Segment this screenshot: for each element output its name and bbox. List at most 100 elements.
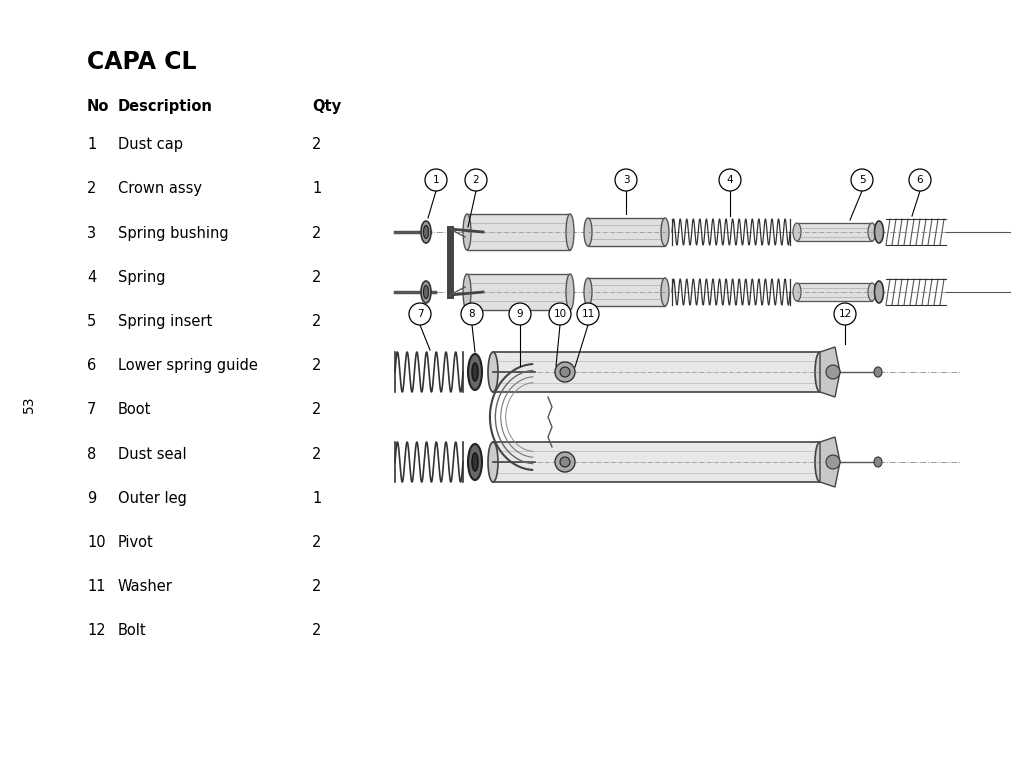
Ellipse shape	[874, 457, 882, 467]
Ellipse shape	[472, 453, 478, 471]
Text: Pivot: Pivot	[118, 535, 154, 550]
Text: 8: 8	[469, 309, 475, 319]
Ellipse shape	[874, 281, 884, 303]
Circle shape	[425, 169, 447, 191]
Text: 5: 5	[87, 314, 96, 329]
Bar	[493, 442, 820, 482]
Text: 2: 2	[312, 226, 322, 241]
Text: Dust seal: Dust seal	[118, 447, 186, 462]
Text: 3: 3	[87, 226, 96, 241]
Text: 2: 2	[312, 579, 322, 594]
Text: 3: 3	[623, 175, 630, 185]
Circle shape	[549, 303, 571, 325]
Text: Spring bushing: Spring bushing	[118, 226, 228, 241]
Ellipse shape	[472, 363, 478, 381]
Text: 1: 1	[312, 491, 322, 506]
Ellipse shape	[421, 281, 431, 303]
Text: 53: 53	[22, 395, 36, 412]
Polygon shape	[820, 347, 840, 397]
Text: Outer leg: Outer leg	[118, 491, 186, 506]
Ellipse shape	[874, 221, 884, 243]
Ellipse shape	[488, 352, 498, 392]
Text: 10: 10	[553, 309, 566, 319]
Text: 1: 1	[433, 175, 439, 185]
Text: Qty: Qty	[312, 99, 341, 114]
Circle shape	[719, 169, 741, 191]
Bar	[493, 352, 820, 392]
Ellipse shape	[584, 278, 592, 306]
Ellipse shape	[463, 214, 471, 250]
Circle shape	[509, 303, 531, 325]
Ellipse shape	[815, 442, 825, 482]
Text: 6: 6	[916, 175, 924, 185]
Ellipse shape	[424, 226, 428, 239]
Circle shape	[615, 169, 637, 191]
Ellipse shape	[468, 354, 482, 390]
Text: 4: 4	[87, 270, 96, 285]
Circle shape	[560, 367, 570, 377]
Ellipse shape	[815, 352, 825, 392]
Text: 7: 7	[87, 402, 96, 418]
Text: 8: 8	[87, 447, 96, 462]
Text: 12: 12	[87, 623, 105, 639]
Circle shape	[409, 303, 431, 325]
Text: 1: 1	[87, 137, 96, 152]
Ellipse shape	[424, 286, 428, 299]
Text: 12: 12	[839, 309, 852, 319]
Ellipse shape	[566, 214, 574, 250]
Circle shape	[555, 452, 575, 472]
Text: Lower spring guide: Lower spring guide	[118, 358, 258, 373]
Ellipse shape	[874, 367, 882, 377]
Polygon shape	[820, 437, 840, 487]
Ellipse shape	[584, 218, 592, 246]
Text: 10: 10	[87, 535, 105, 550]
Text: 2: 2	[312, 270, 322, 285]
Circle shape	[851, 169, 873, 191]
Ellipse shape	[793, 223, 801, 241]
Circle shape	[560, 457, 570, 467]
Bar	[797, 223, 872, 241]
Text: 1: 1	[312, 181, 322, 197]
Text: 2: 2	[312, 137, 322, 152]
Text: 9: 9	[517, 309, 523, 319]
Bar	[797, 283, 872, 301]
Text: 5: 5	[859, 175, 865, 185]
Bar	[467, 214, 570, 250]
Circle shape	[909, 169, 931, 191]
Ellipse shape	[421, 221, 431, 243]
Text: 2: 2	[312, 402, 322, 418]
Text: CAPA CL: CAPA CL	[87, 50, 197, 73]
Text: 7: 7	[417, 309, 423, 319]
Ellipse shape	[488, 442, 498, 482]
Text: 2: 2	[87, 181, 96, 197]
Ellipse shape	[793, 283, 801, 301]
Circle shape	[834, 303, 856, 325]
Circle shape	[577, 303, 599, 325]
Text: 4: 4	[727, 175, 733, 185]
Bar	[467, 274, 570, 310]
Text: 11: 11	[87, 579, 105, 594]
Text: Dust cap: Dust cap	[118, 137, 182, 152]
Circle shape	[826, 365, 840, 379]
Bar	[588, 278, 665, 306]
Text: 2: 2	[312, 358, 322, 373]
Ellipse shape	[868, 223, 876, 241]
Text: 2: 2	[312, 314, 322, 329]
Text: Spring: Spring	[118, 270, 165, 285]
Text: Description: Description	[118, 99, 213, 114]
Text: 6: 6	[87, 358, 96, 373]
Circle shape	[461, 303, 483, 325]
Text: No: No	[87, 99, 110, 114]
Text: Boot: Boot	[118, 402, 152, 418]
Ellipse shape	[868, 283, 876, 301]
Text: Spring insert: Spring insert	[118, 314, 212, 329]
Circle shape	[555, 362, 575, 382]
Ellipse shape	[662, 218, 669, 246]
Text: Crown assy: Crown assy	[118, 181, 202, 197]
Text: 2: 2	[473, 175, 479, 185]
Text: 2: 2	[312, 623, 322, 639]
Circle shape	[826, 455, 840, 469]
Text: 11: 11	[582, 309, 595, 319]
Ellipse shape	[463, 274, 471, 310]
Circle shape	[465, 169, 487, 191]
